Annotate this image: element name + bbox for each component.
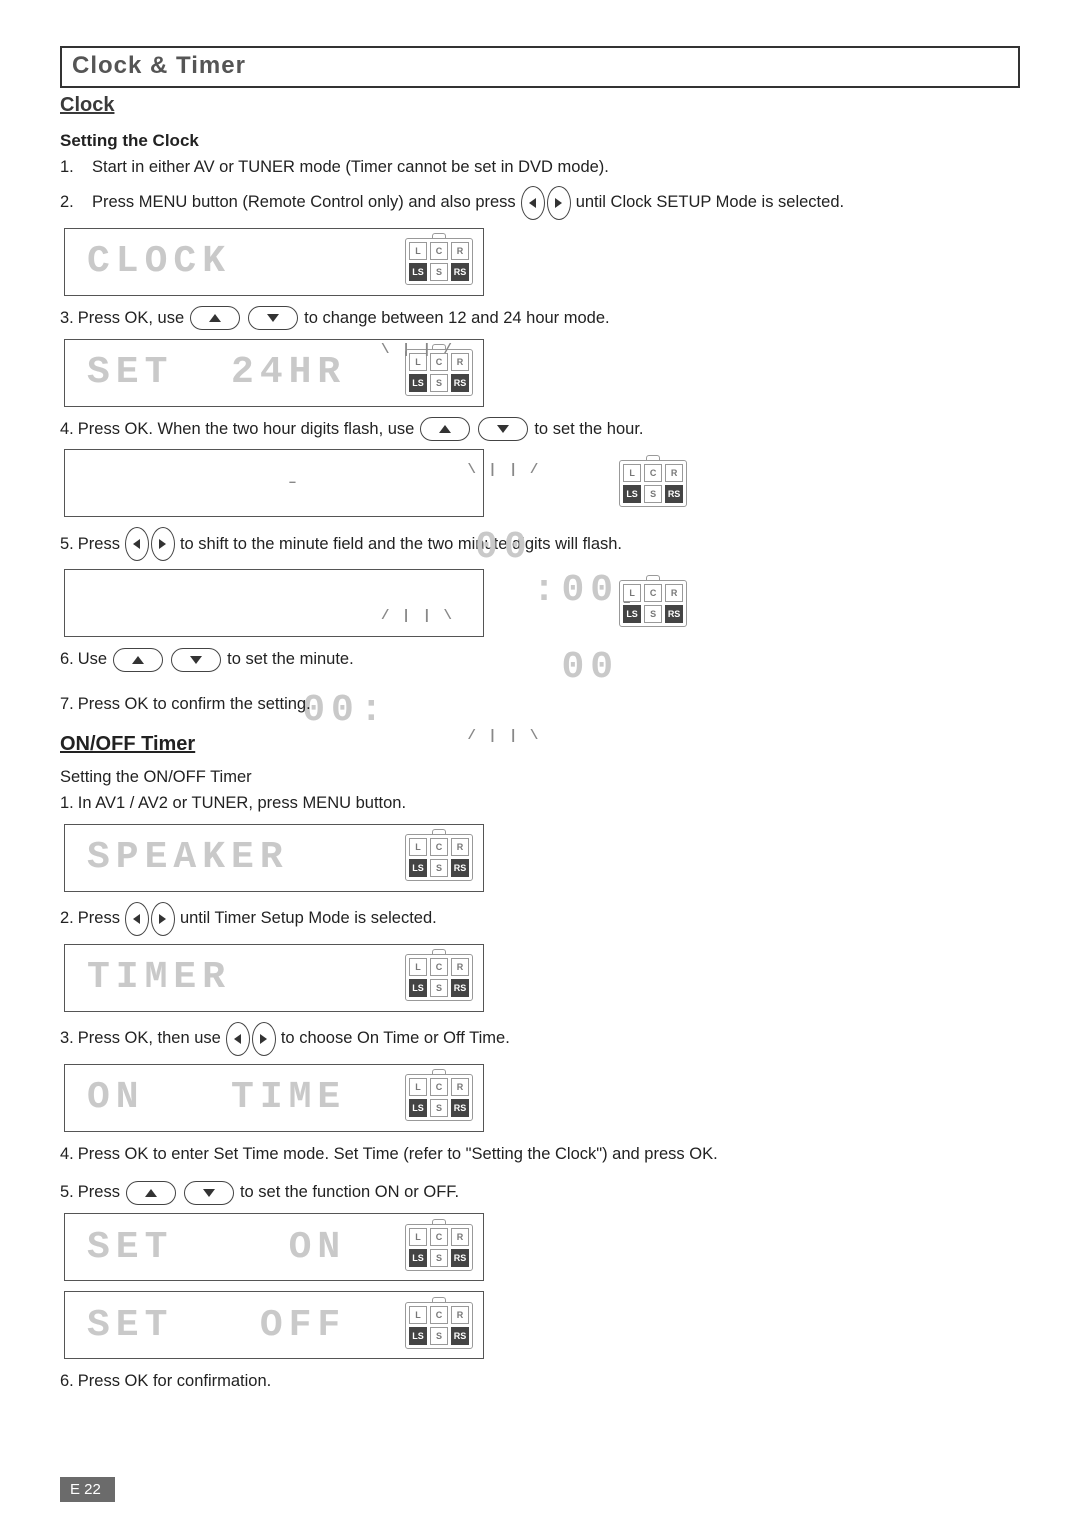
timer-step-3: 3. Press OK, then use to choose On Time … — [60, 1022, 1020, 1056]
speaker-indicator-icon: L C R LS S RS — [405, 1224, 473, 1271]
lcd-display-set-on: SET ON L C R LS S RS — [64, 1213, 484, 1281]
lcd-text: SPEAKER — [87, 836, 289, 879]
lcd-display-on-time: ON TIME L C R LS S RS — [64, 1064, 484, 1132]
step-number: 1. — [60, 791, 74, 816]
clock-heading: Clock — [60, 94, 1020, 117]
left-button-icon — [125, 902, 149, 936]
lcd-display-timer: TIMER L C R LS S RS — [64, 944, 484, 1012]
step-text: to set the minute. — [227, 647, 354, 672]
step-text: Press — [78, 1180, 120, 1205]
step-text: to set the function ON or OFF. — [240, 1180, 459, 1205]
left-right-buttons-icon — [225, 1022, 277, 1056]
step-number: 6. — [60, 1369, 74, 1394]
section-title: Clock & Timer — [72, 52, 1008, 80]
clock-steps: 1. Start in either AV or TUNER mode (Tim… — [60, 155, 1020, 220]
step-text: until Timer Setup Mode is selected. — [180, 906, 437, 931]
left-right-buttons-icon — [124, 527, 176, 561]
down-button-icon — [171, 648, 221, 672]
step-number: 7. — [60, 692, 74, 717]
setting-clock-heading: Setting the Clock — [60, 131, 1020, 151]
right-button-icon — [547, 186, 571, 220]
lcd-text: ON TIME — [87, 1076, 346, 1119]
step-text: Press OK, use — [78, 306, 184, 331]
left-right-buttons-icon — [520, 186, 572, 220]
right-button-icon — [151, 527, 175, 561]
timer-step-5: 5. Press to set the function ON or OFF. — [60, 1180, 1020, 1205]
timer-step-4: 4. Press OK to enter Set Time mode. Set … — [60, 1142, 1020, 1167]
speaker-indicator-icon: L C R LS S RS — [405, 1074, 473, 1121]
left-right-buttons-icon — [124, 902, 176, 936]
down-button-icon — [184, 1181, 234, 1205]
step-number: 6. — [60, 647, 74, 672]
lcd-text: TIMER — [87, 956, 231, 999]
step-text: Start in either AV or TUNER mode (Timer … — [92, 155, 1020, 180]
step-text: Press OK for confirmation. — [78, 1369, 271, 1394]
step-number: 3. — [60, 306, 74, 331]
timer-step-2: 2. Press until Timer Setup Mode is selec… — [60, 902, 1020, 936]
left-button-icon — [521, 186, 545, 220]
left-button-icon — [125, 527, 149, 561]
right-button-icon — [252, 1022, 276, 1056]
step-text: until Clock SETUP Mode is selected. — [576, 190, 844, 215]
lcd-display-minute-flash: 00: \ | | / / | | \ – 00 L C R LS S RS — [64, 569, 484, 637]
lcd-display-clock: CLOCK L C R LS S RS — [64, 228, 484, 296]
step-text: Press OK to confirm the setting. — [78, 692, 311, 717]
lcd-text: CLOCK — [87, 240, 231, 283]
left-button-icon — [226, 1022, 250, 1056]
step-number: 1. — [60, 155, 88, 180]
lcd-display-set-off: SET OFF L C R LS S RS — [64, 1291, 484, 1359]
step-number: 2. — [60, 190, 88, 215]
timer-step-6: 6. Press OK for confirmation. — [60, 1369, 1020, 1394]
speaker-indicator-icon: L C R LS S RS — [405, 954, 473, 1001]
step-text: In AV1 / AV2 or TUNER, press MENU button… — [78, 791, 406, 816]
up-button-icon — [113, 648, 163, 672]
section-title-box: Clock & Timer — [60, 46, 1020, 88]
right-button-icon — [151, 902, 175, 936]
up-button-icon — [126, 1181, 176, 1205]
step-number: 4. — [60, 1142, 74, 1167]
step-text: Press — [78, 532, 120, 557]
lcd-text: 00: \ | | / / | | \ – 00 — [187, 431, 619, 775]
page-number: E 22 — [60, 1477, 115, 1502]
flashing-digits: \ | | / / | | \ – 00 — [389, 474, 619, 732]
speaker-indicator-icon: L C R LS S RS — [619, 580, 687, 627]
step-text: Press OK to enter Set Time mode. Set Tim… — [78, 1142, 718, 1167]
step-number: 3. — [60, 1026, 74, 1051]
step-number: 4. — [60, 417, 74, 442]
clock-step-2: 2. Press MENU button (Remote Control onl… — [60, 186, 1020, 220]
lcd-text: SET OFF — [87, 1304, 346, 1347]
lcd-text: SET ON — [87, 1226, 346, 1269]
step-text: Use — [78, 647, 107, 672]
speaker-indicator-icon: L C R LS S RS — [405, 1302, 473, 1349]
speaker-indicator-icon: L C R LS S RS — [405, 238, 473, 285]
speaker-indicator-icon: L C R LS S RS — [405, 834, 473, 881]
lcd-display-speaker: SPEAKER L C R LS S RS — [64, 824, 484, 892]
clock-step-1: 1. Start in either AV or TUNER mode (Tim… — [60, 155, 1020, 180]
step-text: to choose On Time or Off Time. — [281, 1026, 510, 1051]
step-number: 2. — [60, 906, 74, 931]
step-number: 5. — [60, 532, 74, 557]
step-text: Press — [78, 906, 120, 931]
step-text: Press MENU button (Remote Control only) … — [92, 190, 516, 215]
speaker-indicator-icon: L C R LS S RS — [619, 460, 687, 507]
step-text: Press OK, then use — [78, 1026, 221, 1051]
step-number: 5. — [60, 1180, 74, 1205]
timer-step-1: 1. In AV1 / AV2 or TUNER, press MENU but… — [60, 791, 1020, 816]
